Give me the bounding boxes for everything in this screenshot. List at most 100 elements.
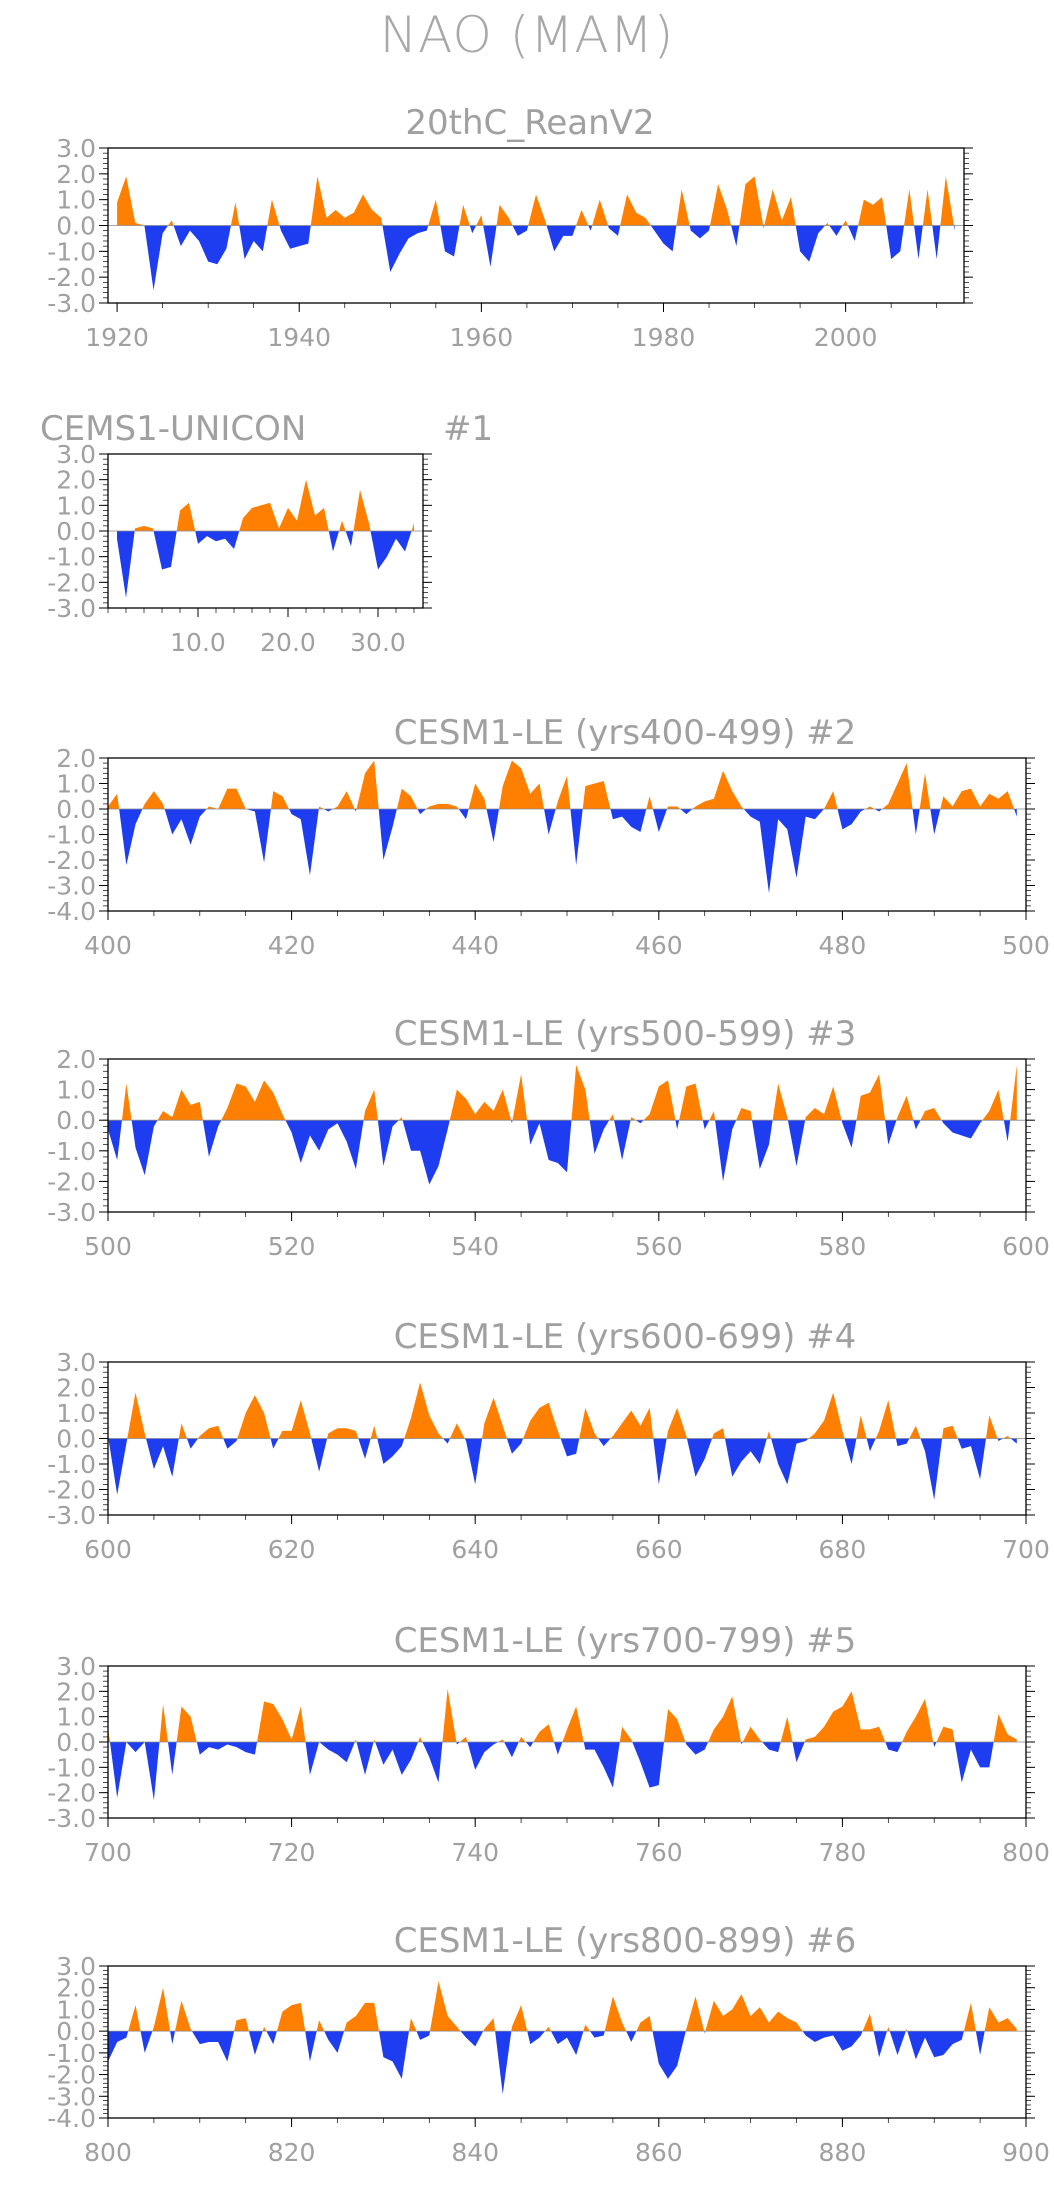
- x-tick-label: 540: [451, 1232, 499, 1261]
- positive-area: [108, 1382, 1011, 1439]
- figure-title: NAO (MAM): [379, 6, 675, 64]
- y-tick-label: 1.0: [56, 491, 96, 520]
- x-tick-label: 680: [819, 1535, 867, 1564]
- y-tick-label: 2.0: [56, 1374, 96, 1403]
- y-tick-label: 3.0: [56, 1652, 96, 1681]
- plot-frame: [107, 1965, 1027, 2119]
- positive-area: [121, 1065, 1017, 1121]
- y-tick-label: 0.0: [56, 2017, 96, 2046]
- y-tick-label: 0.0: [56, 795, 96, 824]
- y-tick-label: 1.0: [56, 186, 96, 215]
- x-tick-label: 400: [84, 931, 132, 960]
- x-tick-label: 500: [1002, 931, 1050, 960]
- x-tick-label: 580: [819, 1232, 867, 1261]
- x-tick-label: 20.0: [260, 628, 316, 657]
- x-tick-label: 900: [1002, 2138, 1050, 2167]
- y-tick-label: -4.0: [47, 897, 96, 926]
- panel-number-label: #1: [443, 409, 493, 449]
- y-tick-label: 1.0: [56, 1703, 96, 1732]
- y-tick-label: -2.0: [47, 1476, 96, 1505]
- y-tick-label: 2.0: [56, 1974, 96, 2003]
- y-tick-label: -1.0: [47, 821, 96, 850]
- positive-area: [128, 1981, 1017, 2032]
- x-tick-label: 800: [1002, 1838, 1050, 1867]
- x-tick-label: 720: [268, 1838, 316, 1867]
- positive-area: [108, 1688, 1017, 1742]
- panel-4: CESM1-LE (yrs500-599) #3 2.01.00.0-1.0-2.…: [47, 1014, 1050, 1261]
- y-tick-label: 2.0: [56, 744, 96, 773]
- y-tick-label: -3.0: [47, 2082, 96, 2111]
- panel-title: CESM1-LE (yrs400-499) #2: [394, 713, 857, 753]
- panel-title: CESM1-LE (yrs700-799) #5: [394, 1621, 857, 1661]
- negative-area: [117, 531, 412, 598]
- y-tick-label: 2.0: [56, 1677, 96, 1706]
- positive-area: [108, 760, 1015, 809]
- y-tick-label: 2.0: [56, 466, 96, 495]
- x-tick-label: 480: [819, 931, 867, 960]
- x-tick-label: 780: [819, 1838, 867, 1867]
- panel-5: CESM1-LE (yrs600-699) #4 3.02.01.00.0-1.0…: [47, 1317, 1050, 1564]
- x-tick-label: 660: [635, 1535, 683, 1564]
- negative-area: [109, 1742, 994, 1801]
- y-tick-label: 0.0: [56, 1106, 96, 1135]
- x-tick-label: 600: [84, 1535, 132, 1564]
- x-tick-label: 520: [268, 1232, 316, 1261]
- negative-area: [108, 1438, 1017, 1500]
- y-tick-label: -2.0: [47, 846, 96, 875]
- x-tick-label: 800: [84, 2138, 132, 2167]
- y-tick-label: 0.0: [56, 212, 96, 241]
- y-tick-label: -1.0: [47, 2039, 96, 2068]
- panel-title: CESM1-LE (yrs600-699) #4: [394, 1317, 857, 1357]
- x-tick-label: 860: [635, 2138, 683, 2167]
- x-tick-label: 440: [451, 931, 499, 960]
- y-tick-label: 1.0: [56, 1399, 96, 1428]
- y-tick-label: -2.0: [47, 2061, 96, 2090]
- y-tick-label: -1.0: [47, 1753, 96, 1782]
- panel-2: CEMS1-UNICON #1 3.02.01.00.0-1.0-2.0-3.0 10…: [40, 409, 493, 657]
- panel-6: CESM1-LE (yrs700-799) #5 3.02.01.00.0-1.0…: [47, 1621, 1050, 1867]
- panel-title: 20thC_ReanV2: [405, 103, 654, 143]
- y-tick-label: 2.0: [56, 1045, 96, 1074]
- x-tick-label: 840: [451, 2138, 499, 2167]
- x-tick-label: 1980: [632, 323, 696, 352]
- negative-area: [108, 2031, 985, 2095]
- y-tick-label: -3.0: [47, 594, 96, 623]
- y-tick-label: -1.0: [47, 543, 96, 572]
- y-tick-label: -1.0: [47, 237, 96, 266]
- x-tick-label: 500: [84, 1232, 132, 1261]
- y-tick-label: -4.0: [47, 2104, 96, 2133]
- panel-3: CESM1-LE (yrs400-499) #2 2.01.00.0-1.0-2.…: [47, 713, 1050, 960]
- y-tick-label: -2.0: [47, 263, 96, 292]
- y-tick-label: -1.0: [47, 1137, 96, 1166]
- negative-area: [119, 809, 1017, 894]
- x-tick-label: 620: [268, 1535, 316, 1564]
- positive-area: [134, 479, 415, 531]
- x-tick-label: 700: [1002, 1535, 1050, 1564]
- x-tick-label: 1920: [85, 323, 149, 352]
- x-tick-label: 700: [84, 1838, 132, 1867]
- x-tick-label: 1940: [267, 323, 331, 352]
- panel-title: CEMS1-UNICON: [40, 409, 306, 449]
- y-tick-label: 1.0: [56, 770, 96, 799]
- x-tick-label: 2000: [814, 323, 878, 352]
- y-tick-label: 0.0: [56, 1728, 96, 1757]
- y-tick-label: 2.0: [56, 160, 96, 189]
- panel-title: CESM1-LE (yrs800-899) #6: [394, 1921, 857, 1961]
- y-tick-label: -3.0: [47, 872, 96, 901]
- x-tick-label: 560: [635, 1232, 683, 1261]
- y-tick-label: -3.0: [47, 289, 96, 318]
- x-tick-label: 600: [1002, 1232, 1050, 1261]
- y-tick-label: -2.0: [47, 1779, 96, 1808]
- x-tick-label: 30.0: [350, 628, 406, 657]
- y-tick-label: -3.0: [47, 1804, 96, 1833]
- y-tick-label: 0.0: [56, 1425, 96, 1454]
- x-tick-label: 460: [635, 931, 683, 960]
- x-tick-label: 740: [451, 1838, 499, 1867]
- x-tick-label: 640: [451, 1535, 499, 1564]
- panel-7: CESM1-LE (yrs800-899) #6 3.02.01.00.0-1.0…: [47, 1921, 1050, 2167]
- x-tick-label: 880: [819, 2138, 867, 2167]
- x-tick-label: 820: [268, 2138, 316, 2167]
- y-tick-label: 1.0: [56, 1995, 96, 2024]
- x-tick-label: 420: [268, 931, 316, 960]
